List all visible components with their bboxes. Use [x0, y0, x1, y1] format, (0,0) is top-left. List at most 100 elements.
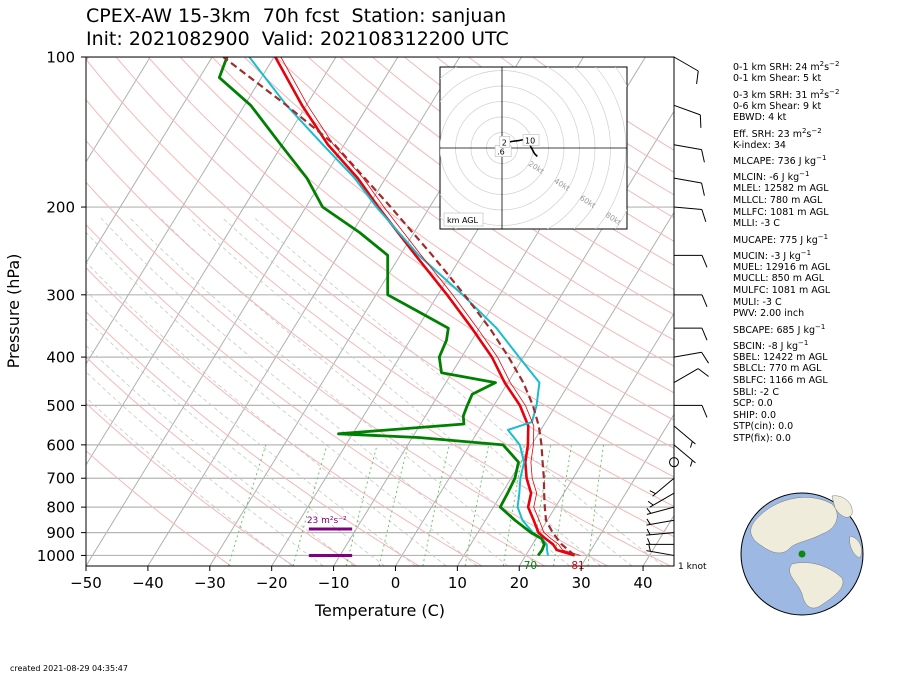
chart-title-line1: CPEX-AW 15-3km 70h fcst Station: sanjuan: [86, 5, 507, 27]
moist-adiabat: [86, 371, 324, 566]
index-line: MLEL: 12582 m AGL: [733, 183, 829, 195]
isotherm-line: [456, 211, 674, 566]
moist-adiabat: [190, 217, 602, 566]
created-timestamp: created 2021-08-29 04:35:47: [10, 664, 128, 673]
dry-adiabat: [86, 139, 671, 566]
index-line: MLLFC: 1081 m AGL: [733, 206, 829, 218]
isotherm-line: [86, 57, 275, 365]
virtual-temperature-profile: [280, 57, 581, 556]
moist-adiabat: [222, 217, 633, 566]
y-axis-label: Pressure (hPa): [4, 254, 23, 369]
y-tick-label: 600: [46, 436, 75, 454]
mixing-ratio-line: [345, 444, 378, 566]
moist-adiabat: [254, 217, 664, 566]
mixing-ratio-line: [464, 444, 490, 566]
wind-barb: [674, 404, 708, 418]
wind-barb: [673, 206, 707, 223]
index-line: PWV: 2.00 inch: [733, 308, 805, 320]
isotherm-line: [147, 57, 461, 566]
x-tick-label: −20: [256, 574, 288, 592]
parcel-profile: [222, 57, 576, 557]
wind-unit-label: 1 knot: [678, 562, 707, 572]
index-line: 0-1 km SRH: 24 m2s−2: [733, 60, 840, 74]
dry-adiabat: [86, 311, 420, 566]
dry-adiabat: [307, 57, 674, 316]
mixing-ratio-line: [227, 444, 267, 566]
surface-dewpoint-label: 70: [524, 560, 537, 572]
index-line: K-index: 34: [733, 139, 786, 151]
moist-adiabat: [86, 397, 293, 566]
index-line: MLCIN: -6 J kg−1: [733, 170, 810, 184]
dry-adiabat: [243, 57, 674, 367]
index-line: MUEL: 12916 m AGL: [733, 261, 831, 273]
x-tick-label: −40: [132, 574, 164, 592]
index-line: SBCAPE: 685 J kg−1: [733, 322, 826, 336]
y-tick-label: 200: [46, 199, 75, 217]
y-tick-label: 300: [46, 286, 75, 304]
index-line: 0-1 km Shear: 5 kt: [733, 73, 822, 84]
index-line: MLLCL: 780 m AGL: [733, 195, 823, 206]
dry-adiabat: [86, 58, 674, 507]
index-line: SHIP: 0.0: [733, 409, 777, 421]
dry-adiabat: [339, 57, 674, 291]
index-line: MULI: -3 C: [733, 296, 782, 308]
wind-barb: [673, 177, 705, 196]
isotherm-line: [518, 312, 674, 566]
wind-barb: [646, 528, 675, 536]
index-line: MLCAPE: 736 J kg−1: [733, 154, 827, 168]
dry-adiabat: [115, 57, 674, 478]
globe-africa: [849, 535, 862, 559]
index-line: MUCAPE: 775 J kg−1: [733, 232, 829, 246]
dewpoint-profile: [217, 57, 546, 557]
index-line: 0-6 km Shear: 9 kt: [733, 100, 822, 112]
hodograph-unit-label: km AGL: [447, 216, 479, 225]
hodograph-height-label: .6: [497, 148, 505, 157]
index-line: STP(fix): 0.0: [733, 433, 791, 444]
index-line: MLLI: -3 C: [733, 218, 780, 230]
globe-north-america: [750, 497, 838, 554]
y-tick-label: 500: [46, 397, 75, 415]
mixing-ratio-line: [587, 444, 605, 566]
wind-barb: [673, 144, 705, 163]
dry-adiabat: [86, 450, 232, 566]
index-line: SBLI: -2 C: [733, 386, 779, 398]
x-tick-label: 0: [391, 574, 401, 592]
mixing-ratio-line: [502, 444, 525, 566]
wind-barb: [673, 444, 696, 467]
wind-barb: [673, 104, 702, 128]
surface-temperature-label: 81: [571, 560, 584, 572]
wind-barb: [646, 518, 675, 526]
wind-barb: [674, 327, 708, 341]
wind-barb-calm: [669, 457, 679, 468]
plot-frame: [85, 56, 675, 567]
isotherm-line: [86, 57, 151, 163]
srh-bar-label: 23 m²s⁻²: [307, 516, 347, 526]
index-line: SBEL: 12422 m AGL: [733, 351, 828, 363]
x-tick-label: 20: [510, 574, 529, 592]
index-line: MULFC: 1081 m AGL: [733, 285, 831, 296]
moist-adiabat: [86, 344, 355, 566]
isotherm-line: [86, 57, 337, 466]
globe-greenland: [831, 495, 853, 518]
x-tick-label: −10: [318, 574, 350, 592]
hodograph-height-label: 10: [525, 136, 535, 145]
wind-barb: [674, 254, 708, 268]
index-line: 0-3 km SRH: 31 m2s−2: [733, 87, 840, 101]
x-tick-label: 40: [634, 574, 653, 592]
globe-south-america: [789, 562, 844, 609]
dry-adiabat: [179, 57, 674, 421]
dry-adiabat: [86, 267, 483, 566]
dry-adiabat: [86, 356, 357, 566]
index-line: SCP: 0.0: [733, 398, 773, 410]
dry-adiabat: [211, 57, 674, 394]
wind-barb: [646, 538, 674, 545]
dry-adiabat: [275, 57, 674, 341]
mixing-ratio-line: [530, 444, 552, 566]
moist-adiabat: [159, 217, 570, 566]
x-tick-label: −50: [70, 574, 102, 592]
wind-barb: [646, 506, 675, 515]
wind-barb: [673, 425, 696, 448]
wind-barb: [673, 351, 710, 364]
isotherm-line: [395, 110, 674, 566]
